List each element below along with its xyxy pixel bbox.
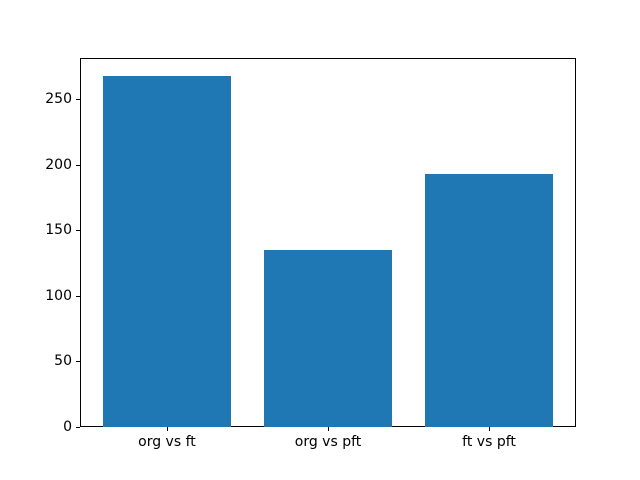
x-tick-mark	[167, 427, 168, 431]
bar-org-vs-pft	[263, 249, 393, 427]
y-tick-label: 200	[45, 156, 72, 173]
x-tick-label: org vs pft	[294, 434, 362, 450]
y-tick-mark	[76, 427, 80, 428]
y-tick-mark	[76, 230, 80, 231]
x-tick-label: org vs ft	[138, 434, 196, 450]
x-tick-mark	[328, 427, 329, 431]
y-tick-mark	[76, 99, 80, 100]
y-tick-label: 250	[45, 91, 72, 108]
y-tick-label: 50	[54, 353, 72, 370]
y-tick-label: 150	[45, 222, 72, 239]
y-tick-mark	[76, 165, 80, 166]
bar-ft-vs-pft	[424, 173, 554, 427]
y-tick-label: 0	[63, 419, 72, 435]
x-tick-label: ft vs pft	[462, 434, 516, 450]
y-tick-label: 100	[45, 287, 72, 304]
x-tick-mark	[489, 427, 490, 431]
bar-org-vs-ft	[102, 75, 232, 427]
y-tick-mark	[76, 361, 80, 362]
y-tick-mark	[76, 296, 80, 297]
